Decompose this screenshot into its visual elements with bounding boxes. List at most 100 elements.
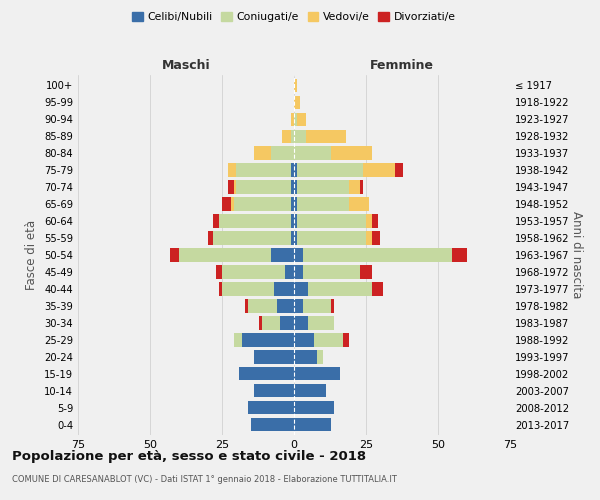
Bar	[283, 130, 291, 143]
Bar	[294, 214, 297, 228]
Bar	[242, 334, 294, 346]
Bar	[254, 384, 294, 398]
Bar	[294, 248, 302, 262]
Bar	[294, 418, 331, 432]
Bar	[297, 180, 349, 194]
Bar	[294, 198, 297, 210]
Bar	[349, 198, 369, 210]
Y-axis label: Fasce di età: Fasce di età	[25, 220, 38, 290]
Bar	[294, 164, 297, 176]
Bar	[331, 300, 334, 312]
Bar	[366, 232, 372, 244]
Bar	[297, 198, 349, 210]
Bar	[248, 300, 277, 312]
Bar	[294, 112, 297, 126]
Bar	[294, 300, 302, 312]
Bar	[248, 401, 294, 414]
Text: Maschi: Maschi	[161, 58, 211, 71]
Bar	[291, 232, 294, 244]
Bar	[294, 334, 314, 346]
Legend: Celibi/Nubili, Coniugati/e, Vedovi/e, Divorziati/e: Celibi/Nubili, Coniugati/e, Vedovi/e, Di…	[128, 8, 460, 27]
Bar	[294, 401, 334, 414]
Bar	[228, 180, 233, 194]
Bar	[236, 164, 291, 176]
Bar	[452, 248, 467, 262]
Bar	[302, 248, 452, 262]
Bar	[372, 214, 377, 228]
Bar	[317, 350, 323, 364]
Bar	[291, 130, 294, 143]
Bar	[294, 232, 297, 244]
Bar	[297, 232, 366, 244]
Bar	[214, 214, 219, 228]
Bar	[216, 266, 222, 278]
Bar	[297, 112, 305, 126]
Y-axis label: Anni di nascita: Anni di nascita	[570, 212, 583, 298]
Bar	[372, 282, 383, 296]
Text: Popolazione per età, sesso e stato civile - 2018: Popolazione per età, sesso e stato civil…	[12, 450, 366, 463]
Text: Femmine: Femmine	[370, 58, 434, 71]
Bar	[179, 248, 271, 262]
Bar	[233, 334, 242, 346]
Bar	[228, 164, 236, 176]
Bar	[254, 350, 294, 364]
Text: COMUNE DI CARESANABLOT (VC) - Dati ISTAT 1° gennaio 2018 - Elaborazione TUTTITAL: COMUNE DI CARESANABLOT (VC) - Dati ISTAT…	[12, 475, 397, 484]
Bar	[349, 180, 360, 194]
Bar	[259, 316, 262, 330]
Bar	[294, 384, 326, 398]
Bar	[294, 282, 308, 296]
Bar	[219, 214, 291, 228]
Bar	[291, 112, 294, 126]
Bar	[294, 367, 340, 380]
Bar	[214, 232, 291, 244]
Bar	[254, 146, 271, 160]
Bar	[294, 78, 297, 92]
Bar	[271, 146, 294, 160]
Bar	[363, 164, 395, 176]
Bar	[291, 164, 294, 176]
Bar	[222, 198, 230, 210]
Bar	[274, 282, 294, 296]
Bar	[360, 180, 363, 194]
Bar	[280, 316, 294, 330]
Bar	[236, 180, 291, 194]
Bar	[245, 300, 248, 312]
Bar	[294, 96, 300, 109]
Bar	[222, 282, 274, 296]
Bar	[360, 266, 372, 278]
Bar	[294, 146, 331, 160]
Bar	[271, 248, 294, 262]
Bar	[302, 266, 360, 278]
Bar	[331, 146, 372, 160]
Bar	[291, 180, 294, 194]
Bar	[294, 350, 317, 364]
Bar	[294, 130, 305, 143]
Bar	[291, 214, 294, 228]
Bar	[372, 232, 380, 244]
Bar	[277, 300, 294, 312]
Bar	[297, 214, 366, 228]
Bar	[208, 232, 214, 244]
Bar	[395, 164, 403, 176]
Bar	[233, 198, 291, 210]
Bar	[170, 248, 179, 262]
Bar	[308, 316, 334, 330]
Bar	[286, 266, 294, 278]
Bar	[233, 180, 236, 194]
Bar	[308, 282, 372, 296]
Bar	[294, 316, 308, 330]
Bar	[291, 198, 294, 210]
Bar	[294, 180, 297, 194]
Bar	[222, 266, 286, 278]
Bar	[314, 334, 343, 346]
Bar	[294, 266, 302, 278]
Bar	[297, 164, 363, 176]
Bar	[366, 214, 372, 228]
Bar	[251, 418, 294, 432]
Bar	[302, 300, 331, 312]
Bar	[343, 334, 349, 346]
Bar	[305, 130, 346, 143]
Bar	[262, 316, 280, 330]
Bar	[219, 282, 222, 296]
Bar	[239, 367, 294, 380]
